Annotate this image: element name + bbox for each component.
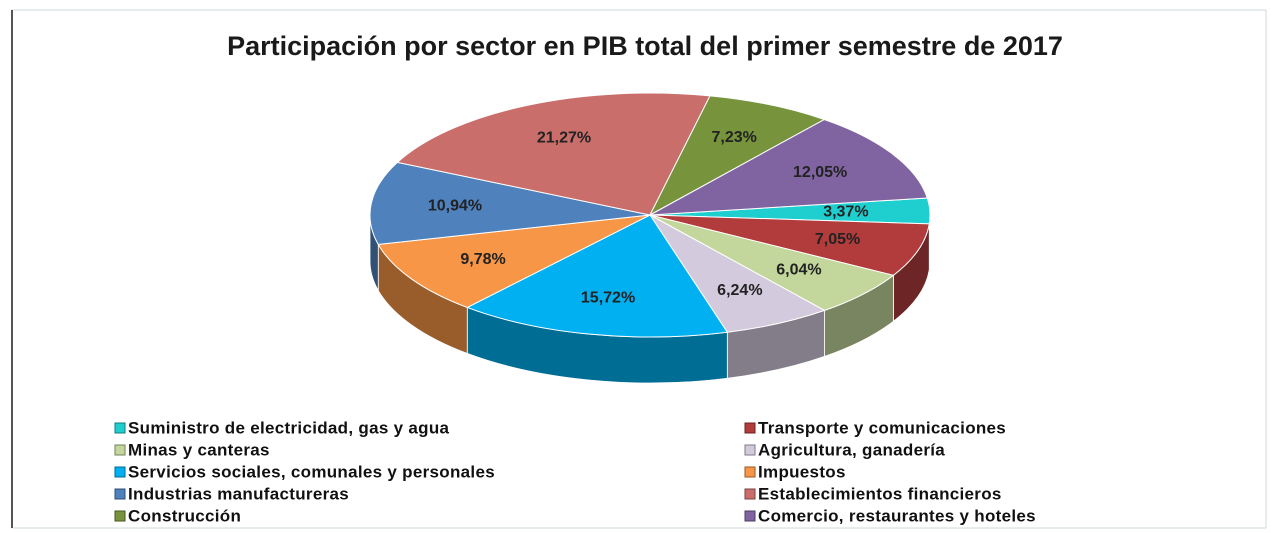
legend-label: Suministro de electricidad, gas y agua xyxy=(128,418,450,437)
slice xyxy=(649,214,930,276)
data-label: 15,72% xyxy=(581,290,635,307)
slice xyxy=(648,95,826,217)
legend-swatch xyxy=(114,466,126,478)
legend-label: Servicios sociales, comunales y personal… xyxy=(128,462,495,481)
legend-label: Industrias manufactureras xyxy=(128,484,349,503)
legend-swatch xyxy=(744,488,756,500)
legend-label: Transporte y comunicaciones xyxy=(758,418,1006,437)
data-label: 3,37% xyxy=(823,203,868,220)
legend-label: Minas y canteras xyxy=(128,440,270,459)
data-label: 10,94% xyxy=(428,198,482,215)
legend-swatch xyxy=(744,510,756,522)
legend-swatch xyxy=(114,510,126,522)
legend-label: Agricultura, ganadería xyxy=(758,440,945,459)
data-label: 9,78% xyxy=(460,251,505,268)
slice xyxy=(466,214,729,338)
legend-swatch xyxy=(114,444,126,456)
slice xyxy=(369,161,651,245)
data-label: 12,05% xyxy=(793,164,847,181)
legend-swatch xyxy=(114,422,126,434)
legend-swatch xyxy=(744,444,756,456)
legend-label: Comercio, restaurantes y hoteles xyxy=(758,506,1036,525)
chart-title: Participación por sector en PIB total de… xyxy=(227,31,1063,61)
data-label: 7,23% xyxy=(711,129,756,146)
slice xyxy=(377,214,651,308)
legend-swatch xyxy=(744,466,756,478)
slice xyxy=(396,92,711,216)
legend-label: Establecimientos financieros xyxy=(758,484,1002,503)
data-label: 6,24% xyxy=(717,282,762,299)
data-label: 7,05% xyxy=(815,231,860,248)
legend-label: Impuestos xyxy=(758,462,846,481)
data-label: 6,04% xyxy=(776,262,821,279)
data-label: 21,27% xyxy=(537,129,591,146)
legend-swatch xyxy=(114,488,126,500)
slice xyxy=(649,118,928,216)
legend-swatch xyxy=(744,422,756,434)
legend-label: Construcción xyxy=(128,506,241,525)
